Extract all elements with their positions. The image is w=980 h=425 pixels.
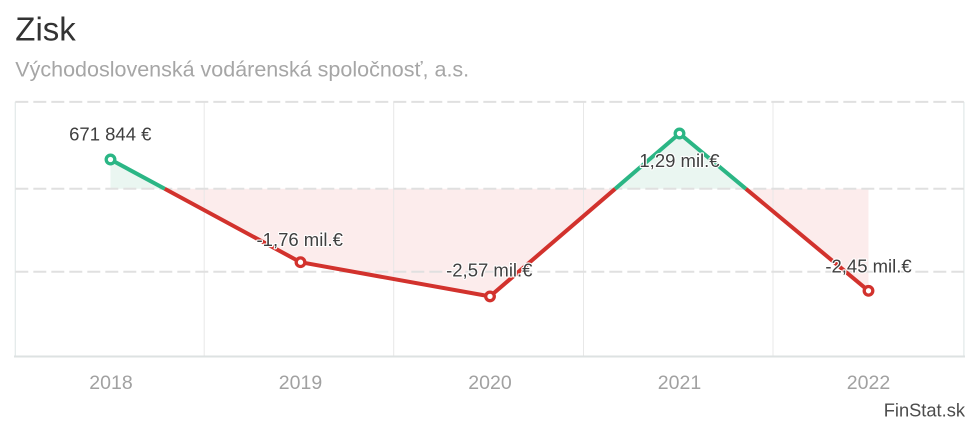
- svg-text:Východoslovenská vodárenská sp: Východoslovenská vodárenská spoločnosť, …: [15, 58, 469, 82]
- svg-text:-2,45 mil.€: -2,45 mil.€: [825, 255, 912, 276]
- svg-text:2021: 2021: [658, 372, 701, 394]
- svg-text:-2,57 mil.€: -2,57 mil.€: [446, 260, 533, 281]
- svg-text:FinStat.sk: FinStat.sk: [884, 400, 966, 421]
- svg-text:671 844 €: 671 844 €: [69, 124, 152, 145]
- svg-text:2020: 2020: [468, 372, 512, 394]
- svg-text:Zisk: Zisk: [15, 11, 76, 48]
- svg-text:2022: 2022: [847, 372, 890, 394]
- svg-text:2019: 2019: [279, 372, 322, 394]
- svg-text:2018: 2018: [89, 372, 132, 394]
- svg-text:-1,76 mil.€: -1,76 mil.€: [257, 229, 344, 250]
- svg-text:1,29 mil.€: 1,29 mil.€: [639, 150, 720, 171]
